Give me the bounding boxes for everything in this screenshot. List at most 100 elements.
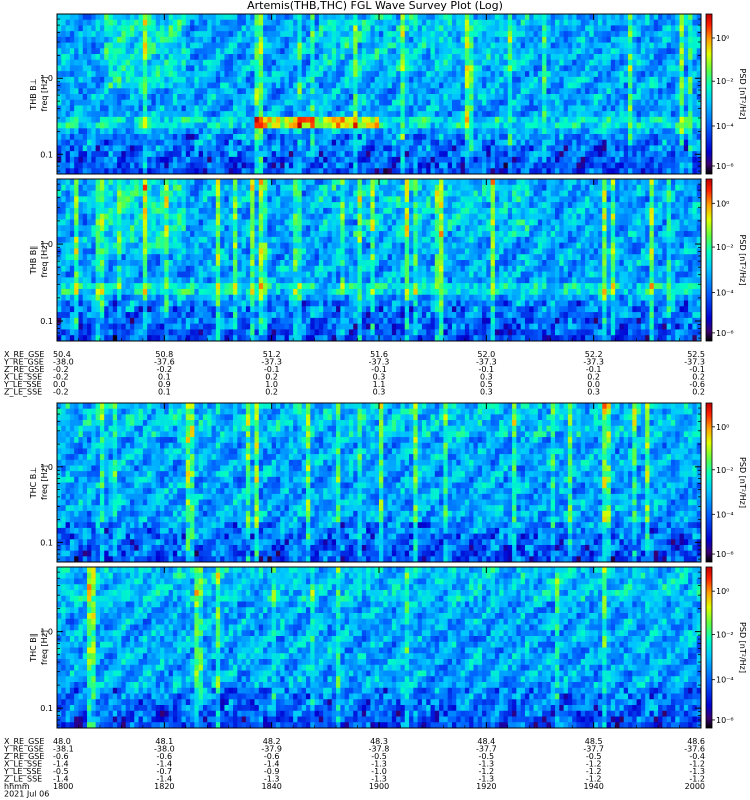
colorbar-tick-label: 10⁻⁶ xyxy=(716,550,734,559)
ephemeris-value: -0.5 xyxy=(586,752,602,761)
ephemeris-value: -0.9 xyxy=(264,767,280,776)
ephemeris-value: 48.0 xyxy=(53,737,71,746)
ephemeris-value: -1.3 xyxy=(689,767,705,776)
colorbar xyxy=(705,402,713,563)
colorbar-tick-label: 10⁰ xyxy=(716,587,729,596)
ephemeris-value: 0.3 xyxy=(373,388,386,397)
colorbar-tick-label: 10⁻² xyxy=(716,631,734,640)
ephemeris-value: -0.2 xyxy=(53,388,69,397)
ephemeris-value: -37.3 xyxy=(583,358,604,367)
ephemeris-value: -1.2 xyxy=(586,767,602,776)
y-tick-label: 0.1 xyxy=(40,704,53,713)
y-axis-freq-label: freq [Hz] xyxy=(40,465,49,500)
y-tick-label: 0.1 xyxy=(40,317,53,326)
y-tick-label: 0.1 xyxy=(40,538,53,547)
ephemeris-value: 48.3 xyxy=(370,737,388,746)
colorbar-tick-label: 10⁰ xyxy=(716,423,729,432)
colorbar-label: PSD [nT²/Hz] xyxy=(738,457,747,508)
ephemeris-value: -0.6 xyxy=(157,752,173,761)
colorbar-tick-label: 10⁻² xyxy=(716,77,734,86)
ephemeris-value: -0.4 xyxy=(689,752,705,761)
ephemeris-value: -0.6 xyxy=(264,752,280,761)
ephemeris-value: -0.5 xyxy=(371,752,387,761)
colorbar xyxy=(705,566,713,729)
colorbar-label: PSD [nT²/Hz] xyxy=(738,69,747,120)
y-axis-freq-label: freq [Hz] xyxy=(40,243,49,278)
ephemeris-value: -37.6 xyxy=(154,358,175,367)
ephemeris-value: -37.9 xyxy=(261,745,282,754)
ephemeris-value: 0.0 xyxy=(587,380,600,389)
ephemeris-value: -37.3 xyxy=(684,358,705,367)
colorbar-tick-label: 10⁰ xyxy=(716,199,729,208)
ephemeris-value: -37.7 xyxy=(583,745,604,754)
colorbar-tick-label: 10⁻² xyxy=(716,466,734,475)
ephemeris-value: -1.3 xyxy=(371,760,387,769)
colorbar xyxy=(705,178,713,342)
ephemeris-value: -0.6 xyxy=(689,380,705,389)
ephemeris-value: 48.4 xyxy=(477,737,495,746)
ephemeris-row-label: Y_LE_SSE xyxy=(3,380,42,389)
colorbar-tick-label: 10⁻⁴ xyxy=(716,676,734,685)
ephemeris-value: 48.5 xyxy=(585,737,603,746)
y-tick-label: 1.0 xyxy=(40,74,53,83)
ephemeris-value: 0.2 xyxy=(692,388,705,397)
spectrogram-panel-2: 1.0 0.1 THB B∥ freq [Hz] 10⁰ 10⁻² 10⁻⁴ 10⁻⁶ PSD … xyxy=(29,178,747,342)
ephemeris-value: -0.7 xyxy=(157,767,173,776)
y-axis-probe-label: THC B⊥ xyxy=(29,467,38,500)
ephemeris-value: 51.6 xyxy=(370,350,388,359)
ephemeris-value: -0.2 xyxy=(53,365,69,374)
ephemeris-value: -38.0 xyxy=(154,745,175,754)
ephemeris-value: -0.2 xyxy=(53,373,69,382)
ephemeris-value: 1820 xyxy=(154,782,174,791)
ephemeris-value: -1.3 xyxy=(264,775,280,784)
ephemeris-value: 0.3 xyxy=(373,373,386,382)
y-axis-freq-label: freq [Hz] xyxy=(40,77,49,112)
ephemeris-value: -0.5 xyxy=(53,767,69,776)
spectrogram-panel-1: 1.0 0.1 THB B⊥ freq [Hz] 10⁰ 10⁻² 10⁻⁴ 10⁻⁶ PSD … xyxy=(29,13,747,175)
ephemeris-value: -1.3 xyxy=(479,775,495,784)
ephemeris-value: -37.7 xyxy=(476,745,497,754)
ephemeris-value: 0.0 xyxy=(53,380,66,389)
ephemeris-value: -38.0 xyxy=(53,358,74,367)
ephemeris-value: -1.2 xyxy=(479,767,495,776)
colorbar-tick-label: 10⁻⁴ xyxy=(716,122,734,131)
y-tick-label: 0.1 xyxy=(40,150,53,159)
y-axis-probe-label: THB B⊥ xyxy=(29,78,38,110)
ephemeris-value: 1.1 xyxy=(373,380,386,389)
ephemeris-value: 0.1 xyxy=(158,373,171,382)
ephemeris-row-label: Z_LE_SSE xyxy=(4,775,42,784)
ephemeris-row-label: Y_LE_SSE xyxy=(3,767,42,776)
ephemeris-value: 0.5 xyxy=(480,380,493,389)
y-axis-freq-label: freq [Hz] xyxy=(40,630,49,665)
ephemeris-value: -1.3 xyxy=(371,775,387,784)
spectrogram-panel-4: 1.0 0.1 THC B∥ freq [Hz] 10⁰ 10⁻² 10⁻⁴ 10⁻⁶ PSD … xyxy=(29,566,747,729)
ephemeris-value: 48.6 xyxy=(687,737,705,746)
ephemeris-value: -1.4 xyxy=(157,760,173,769)
ephemeris-value: 0.3 xyxy=(480,373,493,382)
ephemeris-value: 50.4 xyxy=(53,350,71,359)
ephemeris-value: -0.5 xyxy=(479,752,495,761)
ephemeris-value: 0.3 xyxy=(587,388,600,397)
ephemeris-row-label: Z_RE_GSE xyxy=(4,752,44,761)
colorbar-tick-label: 10⁰ xyxy=(716,34,729,43)
ephemeris-value: 0.9 xyxy=(158,380,171,389)
y-axis-probe-label: THC B∥ xyxy=(29,633,38,663)
ephemeris-value: -0.1 xyxy=(689,365,705,374)
ephemeris-value: 0.3 xyxy=(480,388,493,397)
ephemeris-value: 52.2 xyxy=(585,350,603,359)
ephemeris-value: 1900 xyxy=(369,782,389,791)
ephemeris-value: -1.4 xyxy=(157,775,173,784)
ephemeris-value: -1.0 xyxy=(371,767,387,776)
y-tick-label: 1.0 xyxy=(40,628,53,637)
ephemeris-value: 0.2 xyxy=(265,388,278,397)
ephemeris-row-label: X_LE_SSE xyxy=(4,760,42,769)
ephemeris-value: -37.3 xyxy=(261,358,282,367)
colorbar xyxy=(705,13,713,175)
ephemeris-value: -1.4 xyxy=(264,760,280,769)
ephemeris-row-label: X_LE_SSE xyxy=(4,373,42,382)
ephemeris-value: 1940 xyxy=(583,782,603,791)
ephemeris-row-label: Z_RE_GSE xyxy=(4,365,44,374)
ephemeris-value: 1.0 xyxy=(265,380,278,389)
colorbar-tick-label: 10⁻⁶ xyxy=(716,329,734,338)
ephemeris-value: 50.8 xyxy=(155,350,173,359)
